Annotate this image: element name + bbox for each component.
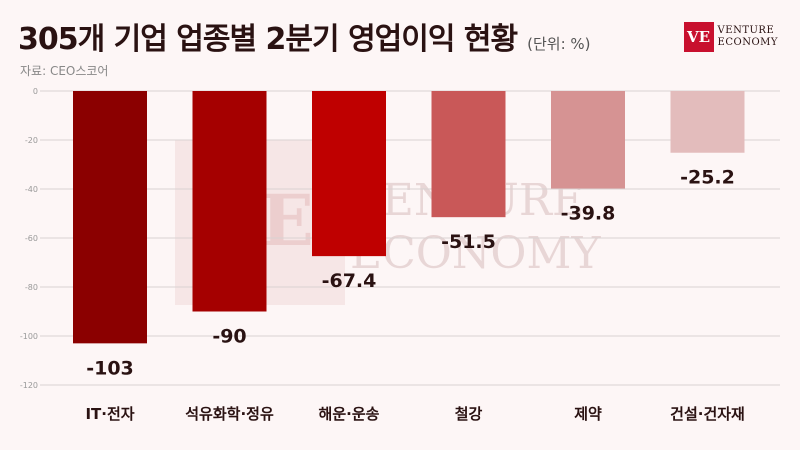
y-tick-label: -60 — [25, 234, 38, 243]
brand-logo: VE VENTURE ECONOMY — [683, 22, 778, 52]
data-label: -25.2 — [680, 167, 735, 189]
logo-mark: VE — [683, 22, 714, 52]
data-label: -39.8 — [561, 203, 616, 225]
data-label: -103 — [86, 357, 134, 379]
watermark-line-2: ECONOMY — [350, 228, 601, 279]
bar — [73, 91, 147, 344]
y-tick-label: -120 — [20, 381, 38, 390]
chart-title-row: 305개 기업 업종별 2분기 영업이익 현황 (단위: %) — [18, 14, 591, 58]
y-tick-label: -80 — [25, 283, 38, 292]
bar — [670, 91, 745, 153]
chart-title: 305개 기업 업종별 2분기 영업이익 현황 — [18, 22, 518, 57]
bar — [431, 91, 506, 218]
data-label: -67.4 — [322, 270, 377, 292]
data-label: -51.5 — [441, 231, 496, 253]
y-tick-label: -20 — [25, 136, 38, 145]
x-tick-label: 철강 — [455, 405, 483, 423]
logo-line-2: ECONOMY — [717, 37, 778, 48]
x-tick-label: IT·전자 — [85, 405, 134, 423]
data-label: -90 — [212, 326, 246, 348]
source-label: 자료: CEO스코어 — [20, 64, 109, 78]
x-tick-label: 제약 — [574, 405, 602, 423]
bar — [312, 91, 386, 257]
y-tick-label: -40 — [25, 185, 38, 194]
x-tick-label: 건설·건자재 — [670, 405, 745, 423]
bar — [192, 91, 267, 312]
logo-wordmark: VENTURE ECONOMY — [718, 25, 778, 49]
y-tick-label: 0 — [33, 87, 38, 96]
unit-label: (단위: %) — [527, 35, 591, 53]
logo-line-1: VENTURE — [717, 25, 775, 36]
bar — [551, 91, 625, 189]
x-tick-label: 해운·운송 — [319, 405, 380, 423]
y-tick-label: -100 — [20, 332, 38, 341]
x-tick-label: 석유화학·정유 — [185, 405, 274, 423]
